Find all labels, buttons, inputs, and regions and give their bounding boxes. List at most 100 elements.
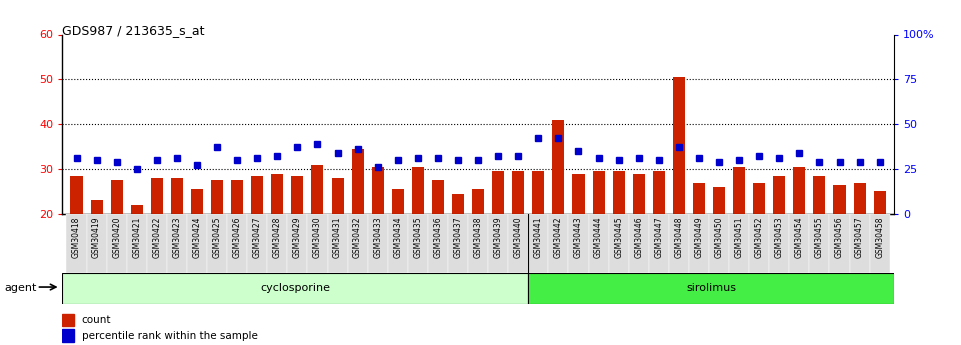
Bar <box>311 165 324 214</box>
Bar <box>809 214 829 273</box>
Text: sirolimus: sirolimus <box>686 283 736 293</box>
Bar <box>709 214 729 273</box>
Text: GSM30453: GSM30453 <box>775 217 784 258</box>
Bar <box>131 205 143 214</box>
Bar <box>649 214 669 273</box>
Bar <box>448 214 468 273</box>
Bar <box>472 189 484 214</box>
Bar <box>332 178 344 214</box>
Text: GSM30421: GSM30421 <box>133 217 141 258</box>
Bar <box>147 214 167 273</box>
Bar <box>829 214 850 273</box>
Text: GSM30449: GSM30449 <box>695 217 703 258</box>
Bar <box>653 171 665 214</box>
Bar <box>753 183 765 214</box>
Bar <box>368 214 387 273</box>
Bar <box>62 329 74 342</box>
Text: GSM30432: GSM30432 <box>353 217 362 258</box>
Text: GSM30428: GSM30428 <box>273 217 282 258</box>
Text: GSM30420: GSM30420 <box>112 217 121 258</box>
Bar <box>372 167 383 214</box>
Text: GSM30434: GSM30434 <box>393 217 403 258</box>
Text: GSM30448: GSM30448 <box>675 217 683 258</box>
Bar <box>352 149 363 214</box>
Bar <box>850 214 870 273</box>
Bar <box>62 273 529 304</box>
Bar <box>251 176 263 214</box>
Bar <box>608 214 628 273</box>
Bar <box>62 314 74 326</box>
Text: GSM30454: GSM30454 <box>795 217 803 258</box>
Bar <box>573 174 584 214</box>
Bar <box>107 214 127 273</box>
Bar <box>612 171 625 214</box>
Bar <box>267 214 287 273</box>
Bar <box>167 214 187 273</box>
Bar <box>428 214 448 273</box>
Bar <box>669 214 689 273</box>
Text: GDS987 / 213635_s_at: GDS987 / 213635_s_at <box>62 24 205 37</box>
Bar <box>111 180 123 214</box>
Bar <box>769 214 789 273</box>
Bar <box>693 183 705 214</box>
Bar <box>588 214 608 273</box>
Text: percentile rank within the sample: percentile rank within the sample <box>82 331 258 341</box>
Text: GSM30451: GSM30451 <box>734 217 744 258</box>
Bar <box>392 189 404 214</box>
Bar <box>348 214 368 273</box>
Text: GSM30450: GSM30450 <box>715 217 724 258</box>
Bar <box>549 214 569 273</box>
Bar <box>733 167 745 214</box>
Bar <box>529 273 894 304</box>
Bar <box>151 178 162 214</box>
Bar <box>70 176 83 214</box>
Text: GSM30435: GSM30435 <box>413 217 423 258</box>
Bar <box>291 176 304 214</box>
Bar <box>729 214 750 273</box>
Bar <box>187 214 207 273</box>
Text: GSM30422: GSM30422 <box>153 217 161 258</box>
Bar <box>532 171 544 214</box>
Bar <box>794 167 805 214</box>
Text: GSM30446: GSM30446 <box>634 217 643 258</box>
Bar <box>468 214 488 273</box>
Bar <box>387 214 407 273</box>
Text: GSM30444: GSM30444 <box>594 217 604 258</box>
Bar <box>90 200 103 214</box>
Text: GSM30452: GSM30452 <box>754 217 764 258</box>
Bar <box>874 191 886 214</box>
Bar <box>412 167 424 214</box>
Text: GSM30425: GSM30425 <box>212 217 222 258</box>
Text: GSM30431: GSM30431 <box>333 217 342 258</box>
Bar <box>211 180 223 214</box>
Text: GSM30433: GSM30433 <box>373 217 382 258</box>
Text: GSM30424: GSM30424 <box>192 217 202 258</box>
Text: GSM30440: GSM30440 <box>514 217 523 258</box>
Bar <box>853 183 866 214</box>
Bar <box>328 214 348 273</box>
Text: GSM30429: GSM30429 <box>293 217 302 258</box>
Text: GSM30418: GSM30418 <box>72 217 81 258</box>
Text: GSM30436: GSM30436 <box>433 217 442 258</box>
Text: GSM30443: GSM30443 <box>574 217 583 258</box>
Bar <box>232 180 243 214</box>
Bar <box>628 214 649 273</box>
Text: GSM30430: GSM30430 <box>313 217 322 258</box>
Text: GSM30442: GSM30442 <box>554 217 563 258</box>
Bar <box>870 214 890 273</box>
Bar <box>774 176 785 214</box>
Text: GSM30423: GSM30423 <box>172 217 182 258</box>
Bar <box>86 214 107 273</box>
Text: GSM30441: GSM30441 <box>533 217 543 258</box>
Text: GSM30438: GSM30438 <box>474 217 482 258</box>
Bar <box>813 176 825 214</box>
Bar <box>227 214 247 273</box>
Bar <box>308 214 328 273</box>
Text: GSM30439: GSM30439 <box>494 217 503 258</box>
Bar <box>207 214 227 273</box>
Bar <box>431 180 444 214</box>
Bar <box>508 214 529 273</box>
Bar <box>66 214 86 273</box>
Text: GSM30458: GSM30458 <box>875 217 884 258</box>
Text: GSM30426: GSM30426 <box>233 217 241 258</box>
